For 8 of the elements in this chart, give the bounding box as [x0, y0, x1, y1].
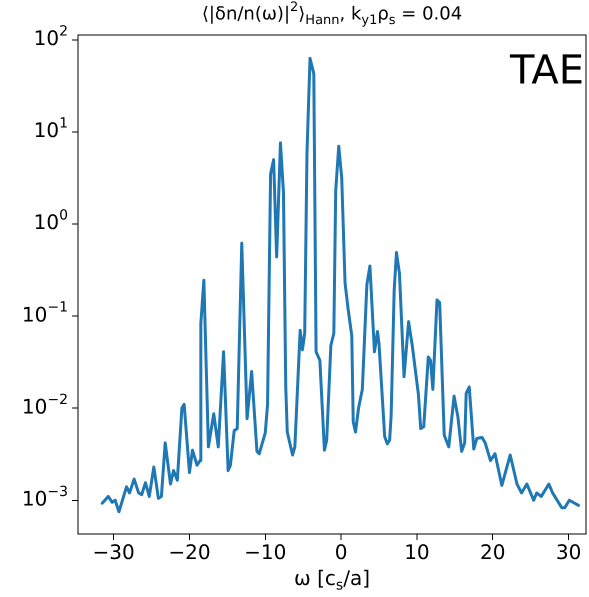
annotation: TAE — [509, 47, 584, 94]
x-tick-label: −10 — [244, 540, 286, 564]
x-tick-label: 10 — [404, 540, 430, 564]
x-tick-label: 0 — [334, 540, 348, 564]
x-tick-label: −20 — [168, 540, 211, 564]
x-tick-label: −30 — [92, 540, 135, 564]
x-tick-label: 30 — [556, 540, 582, 564]
x-tick-label: 20 — [480, 540, 506, 564]
